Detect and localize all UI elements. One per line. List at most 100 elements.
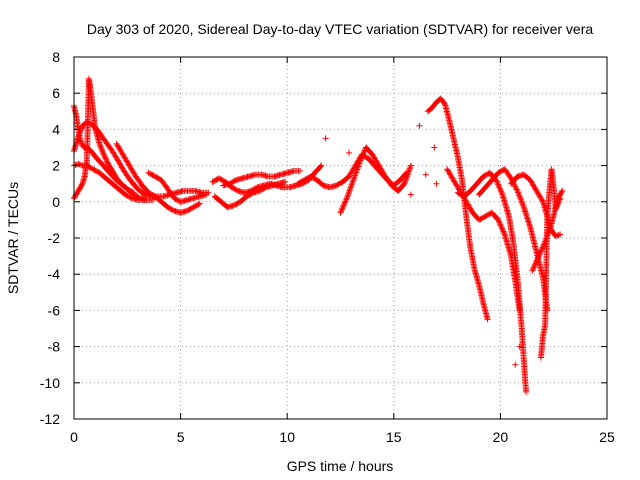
- satellite-track-4-point: [130, 191, 137, 198]
- satellite-track-5-point: [195, 201, 202, 208]
- satellite-track-2-point: [123, 192, 130, 199]
- satellite-track-18-point: [556, 197, 562, 204]
- satellite-track-17-point: [535, 253, 542, 260]
- satellite-track-7-point: [213, 176, 220, 183]
- satellite-track-11-point: [407, 164, 414, 171]
- satellite-track-12-point: [484, 316, 491, 323]
- satellite-track-18-point: [552, 206, 559, 212]
- satellite-track-17-point: [537, 250, 544, 257]
- satellite-track-10-point: [298, 178, 305, 185]
- satellite-track-13-point: [497, 222, 504, 229]
- satellite-track-10-point: [305, 174, 312, 181]
- satellite-track-8-point: [247, 191, 254, 198]
- satellite-track-11-point: [340, 202, 347, 209]
- satellite-track-6-point: [152, 173, 158, 180]
- satellite-track-15-point: [516, 193, 523, 200]
- y-tick-label: 6: [52, 85, 60, 101]
- axis-ticks: 0 5 10 15 20 25 -12 -10 -8 -6 -4 -2 0 2 4 6 8: [40, 49, 615, 445]
- satellite-track-5-point: [146, 190, 153, 197]
- satellite-track-4-point: [99, 147, 106, 154]
- satellite-track-7-point: [212, 177, 219, 184]
- y-tick-label: -4: [48, 266, 61, 282]
- satellite-track-10-point: [333, 182, 340, 189]
- satellite-track-isolated-point: [516, 343, 523, 350]
- satellite-track-6-point: [153, 174, 160, 181]
- satellite-track-11-point: [357, 157, 364, 164]
- satellite-track-13-point: [496, 219, 503, 226]
- satellite-track-17-point: [535, 254, 542, 261]
- satellite-track-isolated-point: [346, 149, 352, 156]
- y-tick-label: 2: [52, 158, 60, 174]
- satellite-track-14-point: [482, 172, 489, 178]
- satellite-track-17-point: [538, 247, 545, 254]
- satellite-track-14-point: [457, 191, 464, 198]
- satellite-track-2-point: [88, 165, 95, 172]
- satellite-track-13-point: [500, 228, 507, 235]
- satellite-track-11-point: [339, 205, 346, 212]
- satellite-track-7-point: [231, 185, 238, 192]
- satellite-track-isolated-point: [512, 361, 519, 368]
- satellite-track-6-point: [146, 170, 153, 177]
- satellite-track-10-point: [303, 175, 310, 182]
- satellite-track-15-point: [511, 182, 518, 189]
- satellite-track-11-point: [358, 154, 365, 161]
- satellite-track-11-point: [343, 196, 350, 203]
- satellite-track-17-point: [533, 257, 540, 264]
- satellite-track-9-point: [226, 180, 233, 187]
- satellite-track-13-point: [485, 211, 491, 218]
- satellite-track-9-point: [297, 168, 303, 174]
- satellite-track-13-point: [499, 225, 506, 232]
- satellite-track-5-point: [190, 204, 197, 211]
- satellite-track-11-point: [359, 151, 366, 158]
- satellite-track-16-point: [557, 231, 564, 238]
- x-tick-label: 10: [279, 429, 295, 445]
- satellite-track-4-point: [78, 181, 85, 188]
- satellite-track-4-point: [100, 151, 107, 158]
- satellite-track-16-point: [539, 197, 546, 204]
- satellite-track-2-point: [92, 167, 99, 174]
- satellite-track-4-point: [103, 158, 110, 165]
- chart-title: Day 303 of 2020, Sidereal Day-to-day VTE…: [87, 21, 593, 37]
- satellite-track-isolated-point: [431, 144, 438, 151]
- satellite-track-isolated-point: [322, 135, 329, 142]
- satellite-track-17-point: [532, 260, 539, 267]
- satellite-track-7-point: [232, 186, 239, 193]
- satellite-track-isolated-point: [422, 171, 429, 178]
- data-points: [71, 75, 566, 395]
- x-tick-label: 5: [177, 429, 185, 445]
- satellite-track-4-point: [101, 153, 108, 159]
- satellite-track-15-point: [496, 169, 503, 176]
- satellite-track-4-point: [135, 194, 142, 201]
- satellite-track-6-point: [171, 195, 178, 202]
- satellite-track-13-point: [481, 214, 488, 220]
- satellite-track-6-point: [203, 191, 210, 198]
- satellite-track-17-point: [530, 266, 536, 273]
- x-tick-label: 15: [386, 429, 402, 445]
- y-tick-label: 8: [52, 49, 60, 65]
- x-axis-label: GPS time / hours: [287, 458, 394, 474]
- satellite-track-2-point: [94, 168, 100, 175]
- satellite-track-4-point: [102, 155, 109, 162]
- satellite-track-18-point: [554, 202, 561, 208]
- x-tick-label: 25: [599, 429, 615, 445]
- satellite-track-14-point: [494, 180, 501, 186]
- satellite-track-8-point: [261, 185, 268, 191]
- y-tick-label: -12: [40, 411, 60, 427]
- satellite-track-18-point: [557, 195, 564, 202]
- satellite-track-isolated-point: [407, 191, 414, 198]
- satellite-track-11-point: [361, 148, 368, 155]
- y-tick-label: 0: [52, 194, 60, 210]
- satellite-track-15-point: [512, 183, 519, 190]
- satellite-track-16-point: [555, 232, 562, 238]
- satellite-track-14-point: [498, 188, 505, 195]
- y-tick-label: -8: [48, 339, 61, 355]
- satellite-track-16-point: [554, 232, 561, 239]
- satellite-track-4-point: [102, 154, 109, 161]
- satellite-track-8-point: [234, 200, 241, 207]
- satellite-track-11-point: [407, 162, 414, 169]
- satellite-track-10-point: [308, 174, 315, 181]
- satellite-track-11-point: [338, 208, 345, 215]
- satellite-track-14-point: [523, 388, 529, 395]
- satellite-track-13-point: [479, 214, 486, 221]
